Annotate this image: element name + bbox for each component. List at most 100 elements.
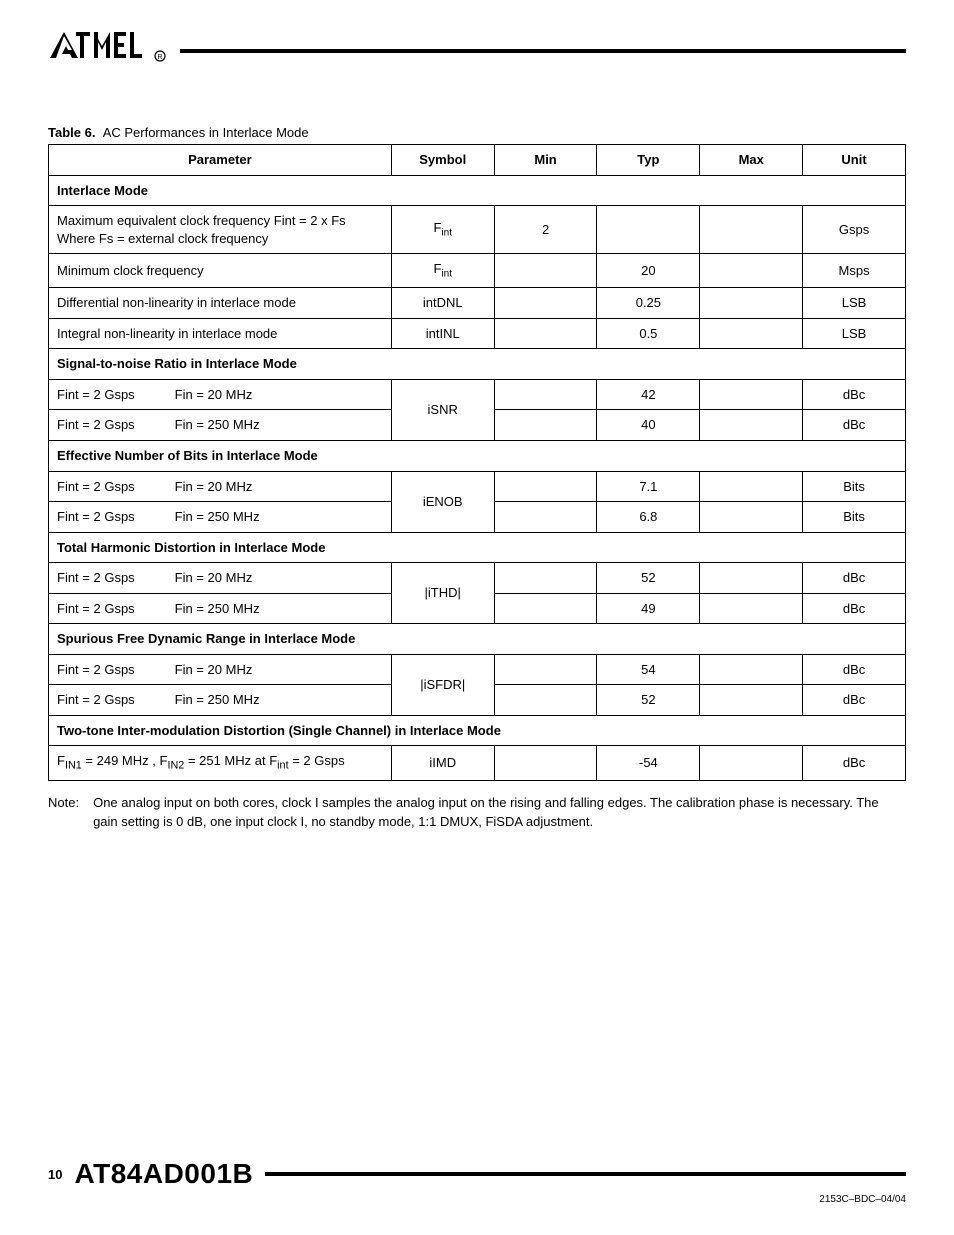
col-unit: Unit — [803, 145, 906, 176]
cell-max — [700, 563, 803, 594]
spec-table: Parameter Symbol Min Typ Max Unit Interl… — [48, 144, 906, 781]
cell-parameter: Maximum equivalent clock frequency Fint … — [49, 206, 392, 254]
table-row: Minimum clock frequencyFint20Msps — [49, 254, 906, 288]
cell-parameter: Fint = 2 GspsFin = 250 MHz — [49, 593, 392, 624]
cell-min — [494, 318, 597, 349]
cell-unit: Bits — [803, 502, 906, 533]
table-row: FIN1 = 249 MHz , FIN2 = 251 MHz at Fint … — [49, 746, 906, 780]
table-caption: Table 6. AC Performances in Interlace Mo… — [48, 125, 906, 140]
cell-unit: dBc — [803, 379, 906, 410]
cell-max — [700, 410, 803, 441]
section-label: Interlace Mode — [49, 175, 906, 206]
page: R Table 6. AC Performances in Interlace … — [0, 0, 954, 1235]
atmel-logo-icon: R — [48, 28, 168, 73]
footnote-label: Note: — [48, 793, 79, 832]
cell-symbol: |iSFDR| — [391, 654, 494, 715]
footer-bottom-row: 2153C–BDC–04/04 — [48, 1194, 906, 1205]
cell-parameter: Integral non-linearity in interlace mode — [49, 318, 392, 349]
cell-unit: dBc — [803, 563, 906, 594]
cell-max — [700, 288, 803, 319]
cell-min — [494, 563, 597, 594]
cell-max — [700, 254, 803, 288]
cell-min — [494, 685, 597, 716]
cell-unit: dBc — [803, 593, 906, 624]
col-parameter: Parameter — [49, 145, 392, 176]
cell-typ: 52 — [597, 685, 700, 716]
cell-max — [700, 746, 803, 780]
col-max: Max — [700, 145, 803, 176]
cell-min — [494, 502, 597, 533]
table-row: Fint = 2 GspsFin = 20 MHz|iTHD|52dBc — [49, 563, 906, 594]
svg-text:R: R — [157, 54, 162, 61]
section-label: Total Harmonic Distortion in Interlace M… — [49, 532, 906, 563]
cell-symbol: Fint — [391, 254, 494, 288]
cell-min — [494, 593, 597, 624]
cell-typ: 0.5 — [597, 318, 700, 349]
cell-typ: -54 — [597, 746, 700, 780]
cell-parameter: Minimum clock frequency — [49, 254, 392, 288]
page-number: 10 — [48, 1167, 62, 1182]
cell-symbol: intINL — [391, 318, 494, 349]
table-row: Fint = 2 GspsFin = 20 MHziENOB7.1Bits — [49, 471, 906, 502]
cell-typ — [597, 206, 700, 254]
cell-max — [700, 593, 803, 624]
cell-typ: 49 — [597, 593, 700, 624]
cell-max — [700, 654, 803, 685]
footnote-text: One analog input on both cores, clock I … — [93, 793, 906, 832]
cell-symbol: Fint — [391, 206, 494, 254]
cell-parameter: Fint = 2 GspsFin = 250 MHz — [49, 502, 392, 533]
col-symbol: Symbol — [391, 145, 494, 176]
table-row: Fint = 2 GspsFin = 20 MHz|iSFDR|54dBc — [49, 654, 906, 685]
cell-min — [494, 471, 597, 502]
table-section-row: Two-tone Inter-modulation Distortion (Si… — [49, 715, 906, 746]
cell-unit: Gsps — [803, 206, 906, 254]
cell-unit: dBc — [803, 746, 906, 780]
cell-parameter: FIN1 = 249 MHz , FIN2 = 251 MHz at Fint … — [49, 746, 392, 780]
table-body: Interlace ModeMaximum equivalent clock f… — [49, 175, 906, 780]
cell-max — [700, 318, 803, 349]
cell-min — [494, 379, 597, 410]
cell-parameter: Fint = 2 GspsFin = 250 MHz — [49, 685, 392, 716]
cell-symbol: iENOB — [391, 471, 494, 532]
cell-min — [494, 746, 597, 780]
cell-typ: 20 — [597, 254, 700, 288]
cell-typ: 40 — [597, 410, 700, 441]
cell-parameter: Fint = 2 GspsFin = 20 MHz — [49, 379, 392, 410]
table-section-row: Total Harmonic Distortion in Interlace M… — [49, 532, 906, 563]
cell-max — [700, 206, 803, 254]
table-row: Maximum equivalent clock frequency Fint … — [49, 206, 906, 254]
doc-revision: 2153C–BDC–04/04 — [819, 1194, 906, 1205]
cell-unit: dBc — [803, 685, 906, 716]
cell-typ: 6.8 — [597, 502, 700, 533]
table-row: Fint = 2 GspsFin = 20 MHziSNR42dBc — [49, 379, 906, 410]
cell-parameter: Differential non-linearity in interlace … — [49, 288, 392, 319]
cell-parameter: Fint = 2 GspsFin = 250 MHz — [49, 410, 392, 441]
cell-unit: LSB — [803, 288, 906, 319]
cell-typ: 0.25 — [597, 288, 700, 319]
cell-min — [494, 410, 597, 441]
cell-min: 2 — [494, 206, 597, 254]
footnote: Note: One analog input on both cores, cl… — [48, 793, 906, 832]
cell-symbol: iSNR — [391, 379, 494, 440]
table-header-row: Parameter Symbol Min Typ Max Unit — [49, 145, 906, 176]
cell-typ: 54 — [597, 654, 700, 685]
table-caption-prefix: Table 6. — [48, 125, 95, 140]
cell-typ: 7.1 — [597, 471, 700, 502]
cell-unit: Bits — [803, 471, 906, 502]
cell-min — [494, 254, 597, 288]
cell-parameter: Fint = 2 GspsFin = 20 MHz — [49, 563, 392, 594]
cell-max — [700, 502, 803, 533]
cell-max — [700, 379, 803, 410]
cell-typ: 42 — [597, 379, 700, 410]
cell-parameter: Fint = 2 GspsFin = 20 MHz — [49, 471, 392, 502]
table-section-row: Spurious Free Dynamic Range in Interlace… — [49, 624, 906, 655]
footer-top-row: 10 AT84AD001B — [48, 1158, 906, 1190]
col-typ: Typ — [597, 145, 700, 176]
col-min: Min — [494, 145, 597, 176]
cell-typ: 52 — [597, 563, 700, 594]
header-rule — [180, 49, 906, 53]
page-footer: 10 AT84AD001B 2153C–BDC–04/04 — [48, 1158, 906, 1205]
table-section-row: Interlace Mode — [49, 175, 906, 206]
table-section-row: Effective Number of Bits in Interlace Mo… — [49, 441, 906, 472]
cell-symbol: iIMD — [391, 746, 494, 780]
